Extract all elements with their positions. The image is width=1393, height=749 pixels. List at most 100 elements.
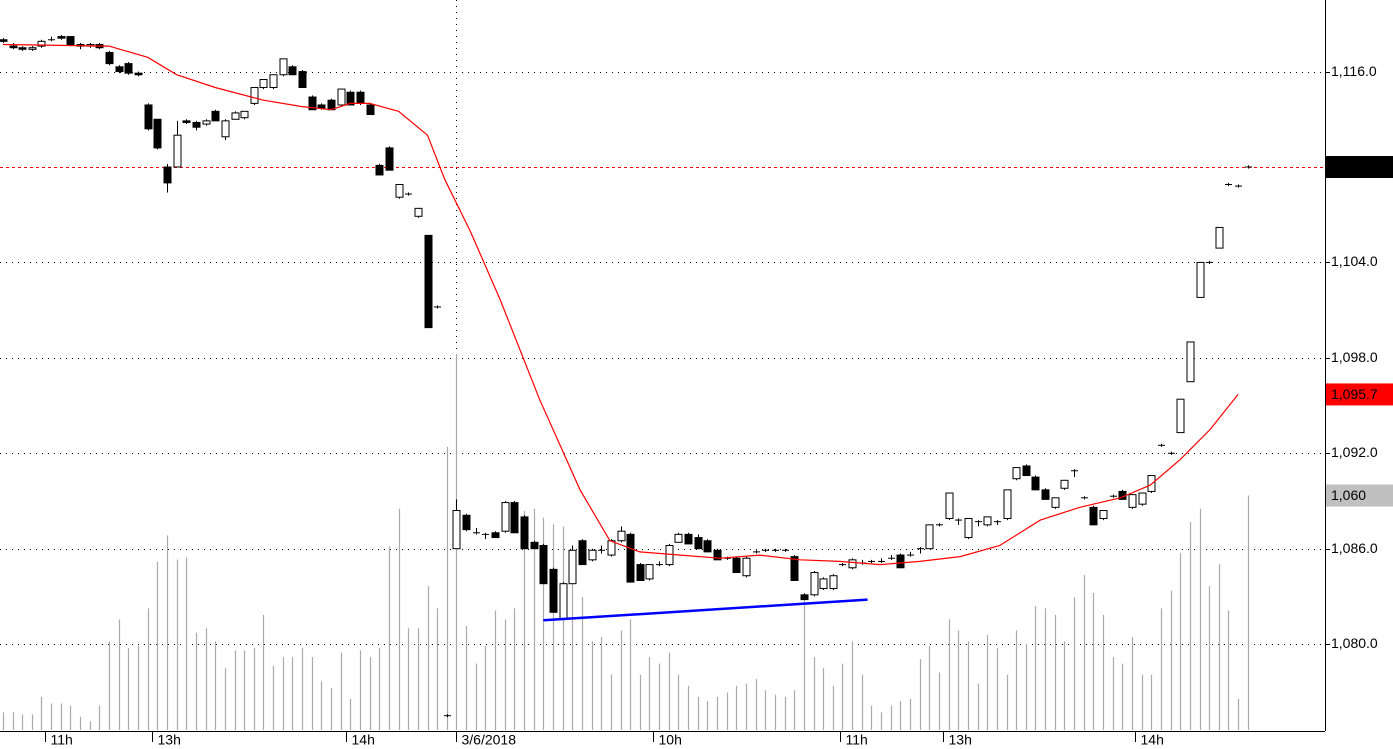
candle-body — [1041, 489, 1050, 500]
candle-body — [1089, 506, 1098, 526]
candle-body — [510, 502, 519, 534]
x-tick-label: 3/6/2018 — [462, 732, 517, 748]
candle-body — [231, 112, 240, 120]
candle-body — [298, 71, 307, 88]
candle-body — [732, 557, 741, 574]
candle-body — [1186, 341, 1195, 383]
candle-body — [674, 533, 683, 543]
price-marker — [1326, 383, 1393, 406]
candle-body — [1138, 492, 1147, 505]
candle-body — [173, 134, 182, 168]
candle-body — [105, 51, 114, 65]
price-marker — [1326, 484, 1393, 507]
candle-body — [211, 110, 220, 122]
candle-body — [568, 549, 577, 585]
candle-body — [414, 207, 423, 217]
candle-body — [462, 514, 471, 531]
candle-body — [1215, 226, 1224, 249]
candle-body — [18, 47, 27, 50]
candle-body — [1060, 479, 1069, 489]
candle-body — [665, 545, 674, 566]
x-tick-label: 14h — [1141, 732, 1164, 748]
candle-body — [530, 541, 539, 550]
candle-body — [269, 74, 278, 88]
candle-body — [559, 583, 568, 620]
candle-body — [896, 554, 905, 569]
candle-body — [144, 104, 153, 130]
candle-body — [153, 118, 162, 149]
candle-body — [308, 96, 317, 111]
x-tick-label: 10h — [659, 732, 682, 748]
candle-body — [790, 556, 799, 582]
price-marker — [1326, 155, 1393, 178]
y-tick-label: 1,092.0 — [1331, 444, 1378, 460]
candle-body — [1176, 398, 1185, 434]
candle-body — [395, 183, 404, 198]
y-tick-label: 1,104.0 — [1331, 253, 1378, 269]
candle-body — [684, 533, 693, 545]
candle-body — [317, 104, 326, 109]
candle-body — [829, 575, 838, 589]
price-marker-label: 1,110 — [1331, 159, 1365, 175]
candle-body — [182, 120, 191, 123]
candle-body — [819, 578, 828, 589]
y-tick-label: 1,086.0 — [1331, 540, 1378, 556]
candle-body — [37, 40, 46, 47]
moving-average — [2, 43, 1239, 566]
candle-body — [240, 110, 249, 119]
x-tick-label: 13h — [949, 732, 972, 748]
candle-body — [578, 540, 587, 566]
candle-body — [713, 549, 722, 561]
candle-body — [375, 164, 384, 176]
price-marker-label: 1,060 — [1331, 487, 1366, 503]
candle-body — [1012, 467, 1021, 480]
candle-body — [491, 532, 500, 539]
candle-body — [945, 492, 954, 519]
candle-body — [134, 72, 143, 76]
price-marker-label: 1,095.7 — [1331, 386, 1378, 402]
candle-body — [1031, 476, 1040, 491]
candle-body — [452, 510, 461, 550]
x-tick-label: 14h — [352, 732, 375, 748]
candle-body — [800, 594, 809, 601]
candle-body — [539, 545, 548, 585]
candle-body — [520, 516, 529, 550]
x-tick-label: 11h — [846, 732, 868, 748]
candle-body — [1022, 465, 1031, 477]
candle-body — [848, 559, 857, 569]
candle-body — [1099, 510, 1108, 519]
candle-body — [742, 557, 751, 577]
y-tick-label: 1,080.0 — [1331, 635, 1378, 651]
candle-body — [810, 572, 819, 596]
candle-body — [366, 104, 375, 116]
candle-body — [163, 166, 172, 184]
candle-body — [983, 516, 992, 526]
candle-body — [1196, 261, 1205, 298]
candle-body — [588, 549, 597, 561]
candle-body — [259, 79, 268, 88]
candle-body — [279, 58, 288, 76]
y-tick-label: 1,116.0 — [1331, 63, 1377, 79]
candle-body — [617, 530, 626, 542]
candle-body — [250, 86, 259, 104]
candle-body — [607, 540, 616, 556]
candle-body — [549, 568, 558, 613]
y-tick-label: 1,098.0 — [1331, 349, 1378, 365]
candle-body — [385, 147, 394, 171]
candle-body — [1128, 494, 1137, 508]
candle-body — [925, 524, 934, 550]
candle-body — [645, 564, 654, 580]
candle-body — [1051, 497, 1060, 508]
candle-body — [57, 36, 66, 39]
candle-body — [356, 91, 365, 104]
candle-body — [288, 66, 297, 76]
candle-body — [9, 45, 18, 49]
candle-body — [115, 66, 124, 73]
candle-body — [337, 88, 346, 106]
candle-body — [424, 234, 433, 329]
trend-line — [543, 598, 868, 622]
candle-body — [501, 502, 510, 532]
candle-body — [964, 517, 973, 539]
